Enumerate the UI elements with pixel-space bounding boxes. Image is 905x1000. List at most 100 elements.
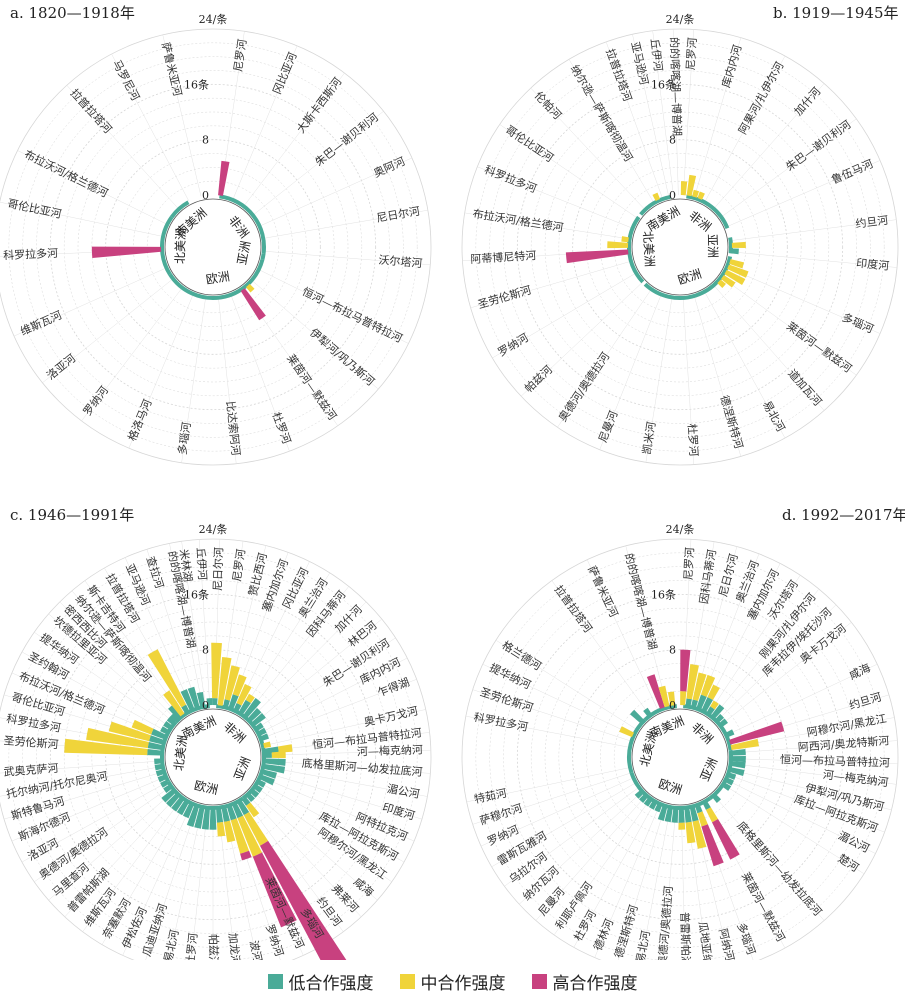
continent-label: 欧洲	[657, 777, 684, 798]
grid-spoke	[245, 586, 349, 717]
grid-spoke	[264, 749, 431, 756]
bar-low	[706, 706, 715, 716]
bar-mid	[700, 674, 716, 697]
grid-spoke	[168, 807, 203, 960]
grid-spoke	[520, 282, 643, 397]
legend-swatch-high	[531, 973, 547, 989]
continent-arc	[683, 704, 733, 751]
grid-spoke	[727, 267, 881, 334]
bar-low	[731, 761, 746, 769]
bar-low	[715, 713, 725, 723]
chart-title: c. 1946—1991年	[10, 506, 134, 524]
bar-low	[238, 699, 251, 715]
polar-grid	[0, 28, 432, 466]
grid-ring	[516, 593, 844, 921]
bar-low	[727, 772, 737, 780]
river-label: 杜罗河	[685, 423, 701, 457]
grid-spoke	[258, 781, 405, 863]
river-label: 罗纳河	[496, 331, 531, 359]
bar-low	[154, 758, 162, 765]
grid-ring	[489, 566, 871, 948]
grid-spoke	[504, 787, 639, 887]
tick-label: 8	[202, 644, 209, 657]
bar-low	[260, 733, 269, 741]
grid-spoke	[704, 55, 786, 202]
inner-circle	[164, 708, 262, 806]
bar-mid	[686, 174, 697, 197]
chart-title: b. 1919—1945年	[773, 4, 899, 22]
grid-spoke	[218, 298, 237, 464]
grid-spoke	[13, 268, 166, 337]
bar-low	[154, 764, 163, 771]
river-label: 多瑙河	[734, 921, 758, 957]
grid-spoke	[0, 760, 162, 774]
river-label: 尼罗河	[232, 38, 250, 73]
grid-spoke	[586, 559, 659, 711]
bar-low	[180, 689, 195, 711]
river-label: 咸海	[351, 874, 377, 899]
bar-mid	[707, 684, 720, 701]
continent-label: 非洲	[221, 719, 248, 745]
continent-label: 欧洲	[193, 778, 219, 797]
grid-spoke	[122, 804, 192, 956]
river-label: 拉普拉塔河	[603, 47, 635, 103]
grid-spoke	[727, 160, 881, 227]
grid-spoke	[128, 294, 194, 449]
grid-spoke	[599, 295, 662, 450]
river-label: 罗纳河	[81, 384, 111, 418]
river-label: 帕兹河	[521, 362, 555, 395]
grid-spoke	[641, 808, 671, 960]
legend-item-mid: 中合作强度	[399, 969, 506, 994]
grid-ring	[572, 139, 788, 355]
bar-low	[194, 807, 205, 829]
grid-spoke	[712, 588, 820, 718]
river-label: 鲁伍马河	[829, 156, 875, 186]
grid-spoke	[0, 201, 163, 237]
river-label: 凯米河	[640, 421, 658, 456]
river-label: 德涅斯特河	[717, 394, 746, 451]
bar-mid	[697, 191, 705, 200]
river-label: 伦帕河	[532, 88, 565, 122]
river-label: 拉普拉塔河	[552, 582, 596, 635]
bar-low	[166, 716, 176, 725]
bar-high	[240, 850, 252, 861]
grid-ring	[146, 180, 280, 314]
river-label: 底格里斯河—幼发拉底河	[301, 756, 423, 779]
grid-spoke	[721, 118, 857, 217]
grid-spoke	[535, 795, 646, 921]
bar-mid	[686, 664, 699, 700]
bar-low	[712, 794, 722, 803]
continent-label: 非洲	[686, 208, 714, 234]
continent-label: 北美洲	[640, 231, 656, 268]
legend-item-low: 低合作强度	[267, 969, 374, 994]
bar-low	[729, 767, 745, 776]
river-label: 底格里斯河—幼发拉底河	[734, 818, 825, 918]
grid-ring	[558, 635, 802, 879]
bar-high	[680, 649, 691, 692]
grid-ring	[516, 83, 844, 411]
grid-spoke	[568, 59, 654, 203]
river-label: 维斯瓦河	[18, 308, 63, 338]
grid-spoke	[492, 273, 636, 359]
grid-spoke	[717, 604, 837, 721]
river-label: 格洛马河	[125, 397, 155, 443]
bar-high	[712, 819, 740, 860]
bar-mid	[236, 683, 252, 706]
bar-low	[264, 746, 279, 754]
continent-label: 亚洲	[235, 240, 253, 266]
continent-label: 非洲	[689, 720, 716, 747]
grid-ring	[530, 607, 830, 907]
grid-spoke	[466, 767, 630, 803]
grid-spoke	[48, 613, 174, 724]
grid-spoke	[557, 289, 651, 428]
bar-low	[702, 801, 711, 810]
bar-low	[643, 707, 652, 717]
grid-ring	[572, 649, 788, 865]
grid-spoke	[491, 782, 636, 868]
river-label: 莱茵河—默兹河	[284, 352, 339, 423]
grid-ring	[489, 56, 871, 438]
grid-spoke	[248, 794, 362, 918]
bar-low	[654, 803, 662, 813]
bar-low	[176, 800, 189, 816]
